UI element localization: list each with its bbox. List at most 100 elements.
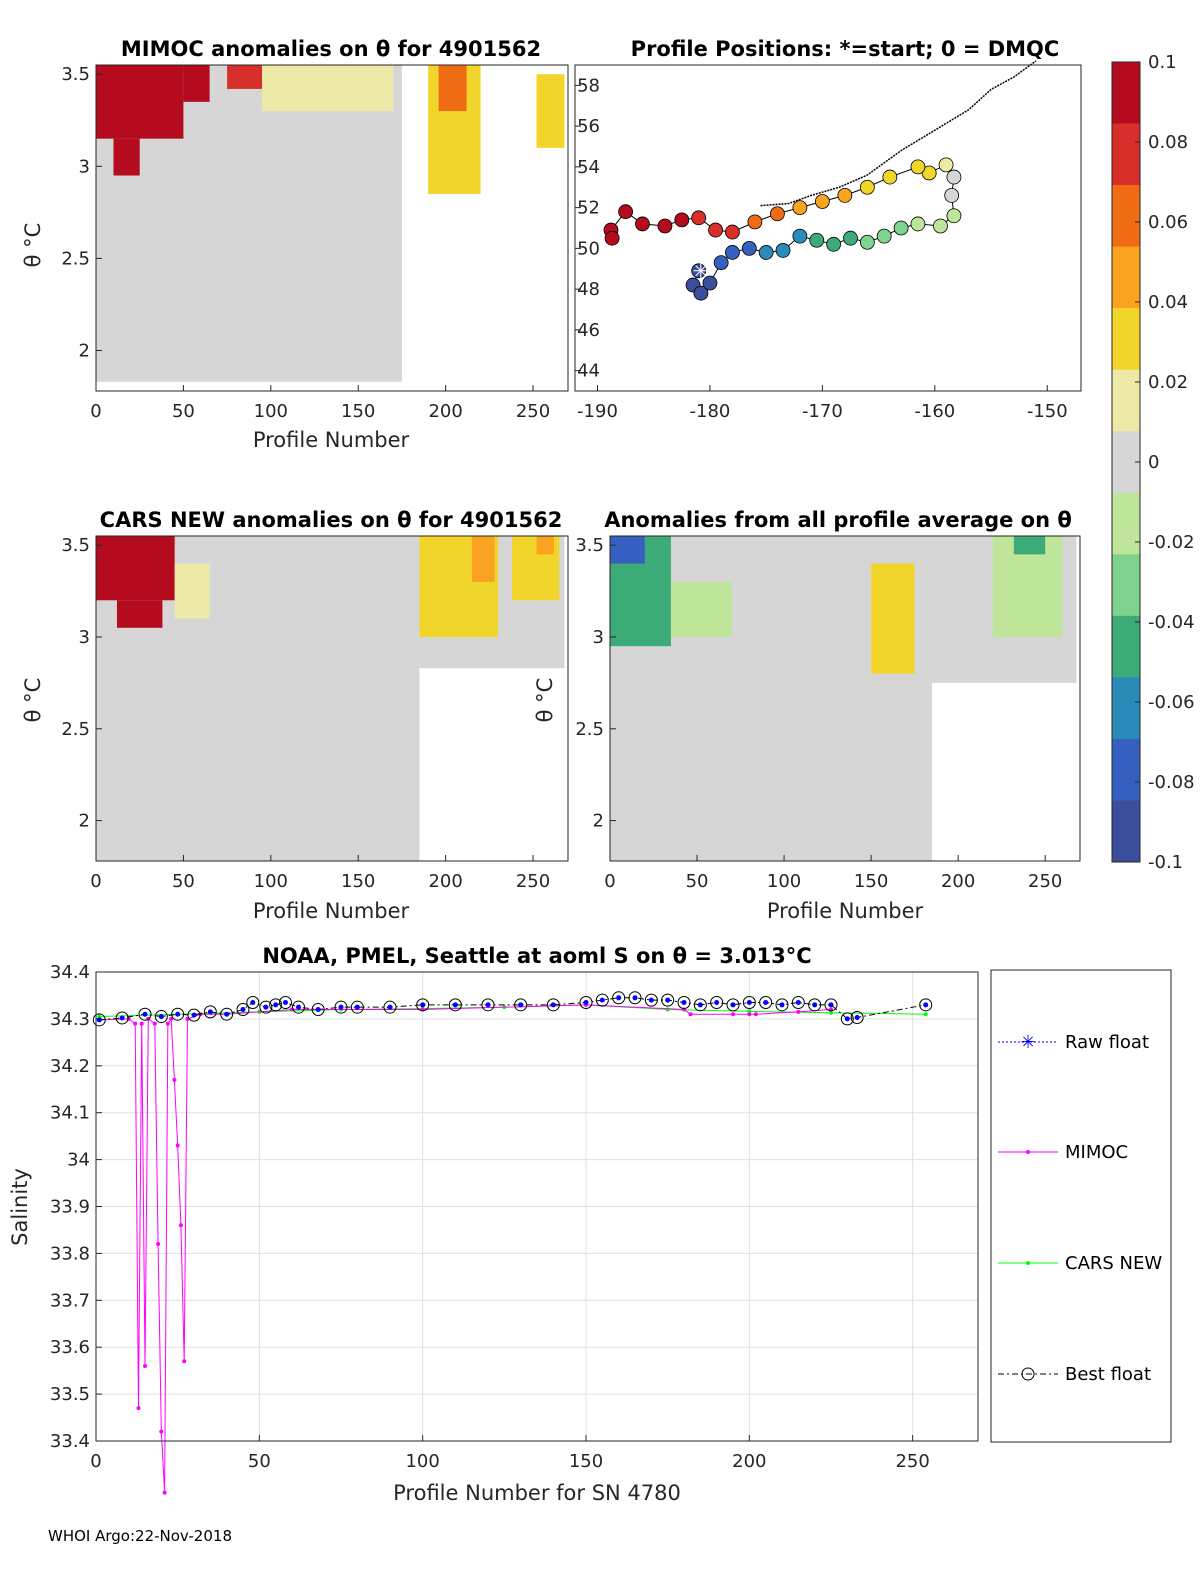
profile-position — [741, 240, 757, 256]
positions-ytick-label: 58 — [577, 75, 600, 96]
raw-float-point — [387, 1004, 393, 1010]
best-float-point — [710, 995, 724, 1009]
best-float-point — [677, 995, 691, 1009]
best-float-point — [171, 1007, 185, 1021]
positions-xtick-label: -190 — [577, 401, 618, 422]
track-line — [610, 164, 955, 294]
salinity-xtick-label: 100 — [405, 1451, 439, 1472]
colorbar-tick-label: -0.1 — [1148, 852, 1183, 873]
best-float-point — [742, 995, 756, 1009]
point-cars-new — [747, 1009, 752, 1014]
best-float-point — [919, 998, 933, 1012]
raw-float-point — [250, 999, 256, 1005]
positions-panel: Profile Positions: *=start; 0 = DMQC ✳ -1… — [574, 37, 1082, 422]
raw-float-point — [485, 1002, 491, 1008]
footer-text: WHOI Argo:22-Nov-2018 — [48, 1527, 232, 1545]
raw-float-point — [730, 1002, 736, 1008]
raw-float-point — [779, 1002, 785, 1008]
colorbar-tick-label: 0.04 — [1148, 292, 1188, 313]
mimoc-xtick-label: 50 — [172, 401, 195, 422]
legend-best-label: Best float — [1065, 1364, 1151, 1385]
profile-position — [859, 179, 875, 195]
best-float-point — [644, 993, 658, 1007]
raw-float-point — [599, 997, 605, 1003]
best-float-point — [661, 993, 675, 1007]
legend-cars-dot — [1026, 1261, 1030, 1265]
mimoc-anomaly-cell — [96, 65, 184, 139]
avg-anomaly-cell — [1013, 536, 1046, 555]
profile-position — [910, 159, 926, 175]
avg-panel: Anomalies from all profile average on θ … — [533, 508, 1081, 923]
profile-position — [604, 230, 620, 246]
best-float-point — [154, 1010, 168, 1024]
colorbar-tick-label: 0.08 — [1148, 132, 1188, 153]
positions-title: Profile Positions: *=start; 0 = DMQC — [631, 37, 1060, 61]
cars-xtick-label: 100 — [254, 871, 288, 892]
colorbar-band — [1112, 308, 1140, 371]
raw-float-point — [207, 1009, 213, 1015]
salinity-ytick-label: 33.8 — [50, 1243, 90, 1264]
best-float-point — [220, 1007, 234, 1021]
best-float-point — [514, 998, 528, 1012]
mimoc-xtick-label: 150 — [341, 401, 375, 422]
cars-frame — [95, 535, 569, 862]
mimoc-frame — [95, 64, 569, 392]
profile-position — [792, 228, 808, 244]
positions-ytick-label: 50 — [577, 238, 600, 259]
cars-title: CARS NEW anomalies on θ for 4901562 — [100, 508, 563, 532]
avg-anomaly-cell — [871, 563, 915, 674]
profile-position — [910, 216, 926, 232]
best-float-point — [726, 998, 740, 1012]
asterisk-icon: ✳ — [1020, 1032, 1035, 1053]
raw-float-point — [142, 1011, 148, 1017]
point-mimoc — [172, 1077, 177, 1082]
best-float-point — [383, 1000, 397, 1014]
point-mimoc — [753, 1012, 758, 1017]
raw-float-point — [420, 1002, 426, 1008]
point-cars-new — [665, 1007, 670, 1012]
point-mimoc — [178, 1223, 183, 1228]
colorbar-tick-label: 0.1 — [1148, 52, 1177, 73]
raw-float-point — [224, 1011, 230, 1017]
profile-position — [691, 263, 707, 279]
legend-cars: CARS NEW — [998, 1253, 1162, 1274]
mimoc-plot: 0 50 100 150 200 250 2 2.5 3 3.5 — [61, 64, 569, 422]
raw-float-point — [550, 1002, 556, 1008]
profile-position — [635, 216, 650, 232]
mimoc-xtick-label: 0 — [90, 401, 101, 422]
best-float-point — [546, 998, 560, 1012]
salinity-plot: 0 50 100 150 200 250 33.4 33.5 33.6 33.7 33.8 33.9 3… — [50, 962, 979, 1495]
raw-float-point — [714, 999, 720, 1005]
mimoc-anomaly-cell — [227, 65, 263, 89]
colorbar-band — [1112, 62, 1140, 125]
best-float-point — [448, 998, 462, 1012]
salinity-ytick-label: 34.4 — [50, 962, 90, 983]
profile-position — [747, 214, 763, 230]
point-mimoc — [747, 1012, 752, 1017]
circle-icon — [1021, 1367, 1035, 1381]
colorbar-band — [1112, 369, 1140, 432]
best-float-point — [840, 1012, 854, 1026]
cars-xtick-label: 0 — [90, 871, 101, 892]
profile-position — [713, 255, 729, 271]
best-float-point — [824, 998, 838, 1012]
cars-ytick-label: 2 — [79, 811, 90, 832]
coastline — [760, 60, 1037, 207]
best-float-point — [759, 995, 773, 1009]
point-mimoc — [139, 1021, 144, 1026]
positions-plot: ✳ -190 -180 -170 -160 -150 44 46 48 50 52 54 56 58 — [574, 60, 1082, 422]
mimoc-xlabel: Profile Number — [253, 428, 410, 452]
point-mimoc — [143, 1363, 147, 1368]
raw-float-point — [263, 1004, 269, 1010]
series-best-float — [99, 997, 926, 1021]
positions-xtick-label: -170 — [802, 401, 843, 422]
best-float-point — [350, 1000, 364, 1014]
positions-xtick-label: -160 — [914, 401, 955, 422]
salinity-xtick-label: 250 — [895, 1451, 929, 1472]
colorbar-tick-label: 0.02 — [1148, 372, 1188, 393]
raw-float-point — [616, 995, 622, 1001]
profile-position — [725, 224, 740, 240]
raw-float-point — [648, 997, 654, 1003]
mimoc-anomaly-cell — [183, 65, 210, 102]
positions-ytick-label: 44 — [577, 361, 600, 382]
